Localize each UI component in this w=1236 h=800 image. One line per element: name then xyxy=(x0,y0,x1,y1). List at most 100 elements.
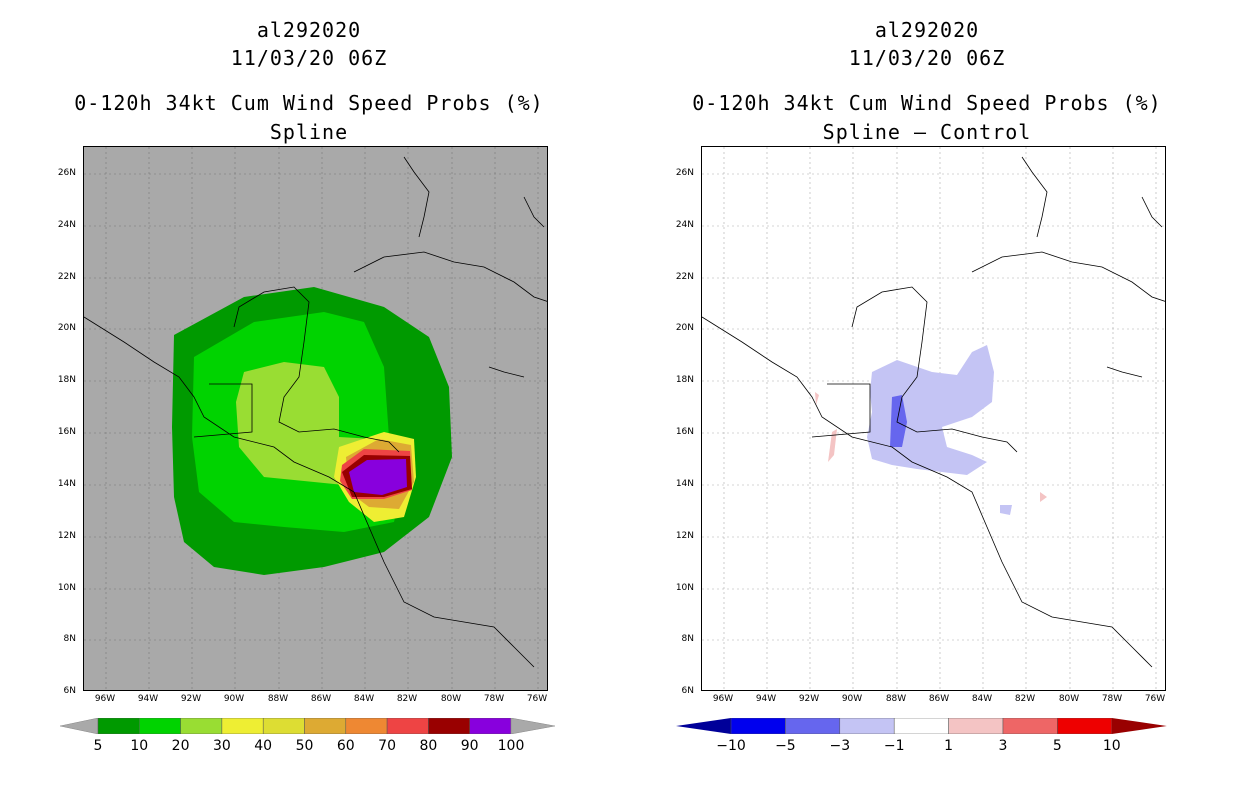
lat-label: 6N xyxy=(681,686,694,696)
colorbar-label: 60 xyxy=(336,738,355,754)
lat-label: 8N xyxy=(681,634,694,644)
colorbar-swatch xyxy=(893,718,949,734)
colorbar-swatch xyxy=(839,718,895,734)
lat-label: 16N xyxy=(57,427,76,437)
lon-label: 78W xyxy=(1101,694,1123,704)
lon-label: 76W xyxy=(526,694,548,704)
colorbar-label: 10 xyxy=(130,738,149,754)
colorbar-swatch xyxy=(386,718,429,734)
colorbar-label: 50 xyxy=(295,738,314,754)
lon-label: 92W xyxy=(798,694,820,704)
lat-label: 26N xyxy=(57,168,76,178)
diff-pos-small-3 xyxy=(815,392,819,405)
lat-label: 8N xyxy=(63,634,76,644)
colorbar-swatch xyxy=(1057,718,1113,734)
colorbar-under-arrow xyxy=(60,718,99,734)
lat-label: 14N xyxy=(57,479,76,489)
storm-id: al292020 xyxy=(874,18,980,42)
lat-label: 26N xyxy=(675,168,694,178)
lat-label: 6N xyxy=(63,686,76,696)
colorbar-swatch xyxy=(469,718,512,734)
lon-label: 92W xyxy=(180,694,202,704)
lon-label: 96W xyxy=(712,694,734,704)
probability-map xyxy=(83,146,548,691)
colorbar-label: 20 xyxy=(171,738,190,754)
lon-label: 90W xyxy=(223,694,245,704)
colorbar-swatch xyxy=(730,718,786,734)
panel-subtitle: Spline xyxy=(269,120,349,144)
colorbar-swatch xyxy=(428,718,470,734)
lat-label: 12N xyxy=(57,531,76,541)
lon-label: 88W xyxy=(267,694,289,704)
grid-lines xyxy=(84,147,547,690)
lon-label: 82W xyxy=(1014,694,1036,704)
colorbar-left xyxy=(60,718,555,734)
difference-map xyxy=(701,146,1166,691)
colorbar-label: 5 xyxy=(93,738,103,754)
lon-label: 96W xyxy=(94,694,116,704)
colorbar-swatch xyxy=(785,718,841,734)
product-title: 0-120h 34kt Cum Wind Speed Probs (%) xyxy=(692,91,1162,115)
colorbar-swatch xyxy=(180,718,223,734)
colorbar-under-arrow xyxy=(676,718,731,734)
lat-label: 20N xyxy=(675,323,694,333)
right-panel: al292020 11/03/20 06Z 0-120h 34kt Cum Wi… xyxy=(618,0,1236,800)
lat-label: 10N xyxy=(57,583,76,593)
datetime: 11/03/20 06Z xyxy=(848,46,1006,70)
colorbar-over-arrow xyxy=(510,718,555,734)
lat-label: 10N xyxy=(675,583,694,593)
probability-map-graphic xyxy=(84,147,547,690)
colorbar-swatch xyxy=(948,718,1004,734)
lon-label: 80W xyxy=(1058,694,1080,704)
colorbar-swatch xyxy=(262,718,305,734)
lon-label: 86W xyxy=(310,694,332,704)
left-panel: al292020 11/03/20 06Z 0-120h 34kt Cum Wi… xyxy=(57,18,555,754)
colorbar-label: −3 xyxy=(829,738,851,754)
product-title: 0-120h 34kt Cum Wind Speed Probs (%) xyxy=(74,91,544,115)
lat-label: 12N xyxy=(675,531,694,541)
lat-label: 24N xyxy=(675,220,694,230)
lon-label: 76W xyxy=(1144,694,1166,704)
diff-neg-small xyxy=(867,345,994,475)
colorbar-label: 30 xyxy=(212,738,231,754)
difference-map-graphic xyxy=(702,147,1165,690)
lon-label: 80W xyxy=(440,694,462,704)
grid-lines xyxy=(702,147,1165,690)
colorbar-label: 3 xyxy=(998,738,1008,754)
colorbar-swatch xyxy=(97,718,140,734)
datetime: 11/03/20 06Z xyxy=(230,46,388,70)
lon-label: 90W xyxy=(841,694,863,704)
diff-neg-mid xyxy=(890,395,907,447)
colorbar-right xyxy=(676,718,1167,734)
lon-label: 78W xyxy=(483,694,505,704)
colorbar-label: 1 xyxy=(944,738,954,754)
diff-neg-small-2 xyxy=(1000,505,1012,515)
colorbar-label: 70 xyxy=(378,738,396,754)
colorbar-swatch xyxy=(345,718,388,734)
contour-100 xyxy=(349,459,407,495)
lat-label: 24N xyxy=(57,220,76,230)
colorbar-label: 100 xyxy=(497,738,525,754)
lat-label: 18N xyxy=(675,375,694,385)
lon-label: 84W xyxy=(971,694,993,704)
lon-label: 94W xyxy=(137,694,159,704)
diff-pos-small-2 xyxy=(1040,492,1047,502)
lon-label: 94W xyxy=(755,694,777,704)
coastlines xyxy=(702,156,1165,668)
colorbar-label: 10 xyxy=(1102,738,1121,754)
colorbar-label: 5 xyxy=(1052,738,1062,754)
colorbar-swatch xyxy=(221,718,264,734)
colorbar-label: −1 xyxy=(883,738,905,754)
colorbar-swatch xyxy=(304,718,347,734)
lat-label: 16N xyxy=(675,427,694,437)
lat-label: 14N xyxy=(675,479,694,489)
colorbar-label: −10 xyxy=(716,738,746,754)
lon-label: 82W xyxy=(396,694,418,704)
colorbar-swatch xyxy=(1002,718,1058,734)
lat-label: 20N xyxy=(57,323,76,333)
diff-pos-small-1 xyxy=(828,429,837,462)
lon-label: 84W xyxy=(353,694,375,704)
storm-id: al292020 xyxy=(256,18,362,42)
panel-subtitle: Spline — Control xyxy=(822,120,1032,144)
colorbar-label: 80 xyxy=(419,738,438,754)
